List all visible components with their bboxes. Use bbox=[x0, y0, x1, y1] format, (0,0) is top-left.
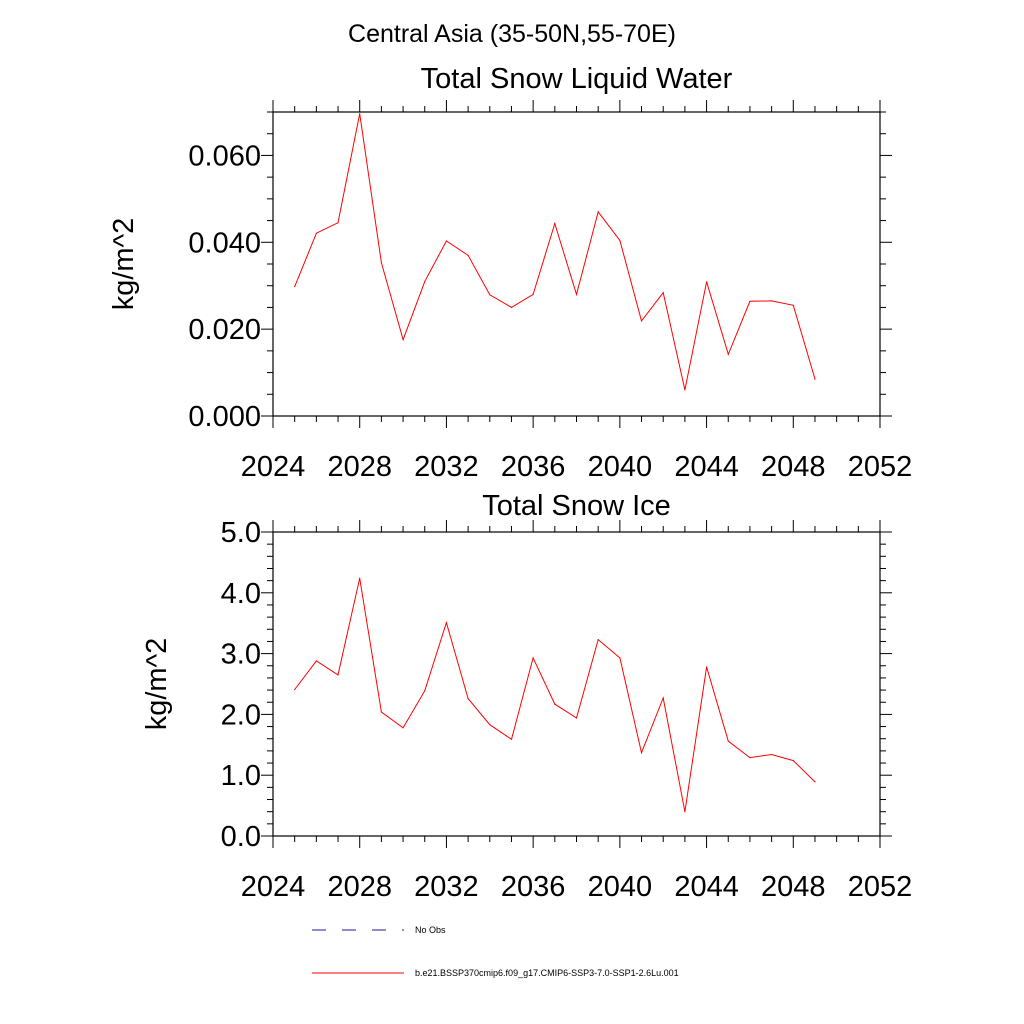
x-tick-label: 2048 bbox=[761, 451, 826, 483]
data-point bbox=[337, 222, 339, 224]
data-point bbox=[771, 300, 773, 302]
data-point bbox=[575, 293, 578, 295]
figure-title: Central Asia (35-50N,55-70E) bbox=[348, 20, 676, 48]
data-point bbox=[619, 239, 621, 242]
data-point bbox=[597, 211, 599, 213]
x-tick-label: 2040 bbox=[588, 871, 653, 903]
data-point bbox=[380, 711, 382, 713]
data-point bbox=[424, 690, 426, 692]
x-tick-label: 2040 bbox=[588, 451, 653, 483]
data-point bbox=[445, 622, 447, 624]
data-point bbox=[619, 657, 621, 659]
data-point bbox=[792, 760, 794, 762]
data-point bbox=[749, 757, 751, 759]
data-point bbox=[424, 280, 426, 282]
data-point bbox=[532, 657, 534, 659]
data-point bbox=[294, 688, 296, 691]
y-tick-label: 0.000 bbox=[188, 401, 261, 433]
data-point bbox=[640, 752, 643, 754]
data-point bbox=[510, 738, 513, 740]
data-point bbox=[315, 232, 317, 234]
plot-frame bbox=[272, 111, 881, 417]
y-tick-label: 0.020 bbox=[188, 314, 261, 346]
x-tick-label: 2052 bbox=[848, 871, 913, 903]
y-axis-label: kg/m^2 bbox=[108, 218, 140, 311]
data-point bbox=[402, 339, 404, 341]
data-point bbox=[554, 223, 556, 225]
x-tick-label: 2028 bbox=[327, 871, 392, 903]
x-tick-label: 2048 bbox=[761, 871, 826, 903]
data-point bbox=[467, 254, 469, 256]
data-point bbox=[510, 306, 513, 308]
data-point bbox=[706, 666, 708, 668]
x-tick-label: 2044 bbox=[674, 871, 739, 903]
data-point bbox=[575, 717, 578, 719]
data-point bbox=[684, 389, 686, 391]
legend: No Obs b.e21.BSSP370cmip6.f09_g17.CMIP6-… bbox=[312, 925, 679, 978]
x-tick-label: 2036 bbox=[501, 451, 566, 483]
y-tick-label: 2.0 bbox=[221, 699, 261, 731]
y-tick-label: 0.0 bbox=[221, 821, 261, 853]
x-tick-label: 2032 bbox=[414, 871, 479, 903]
data-point bbox=[359, 577, 361, 579]
y-tick-label: 0.060 bbox=[188, 140, 261, 172]
y-tick-label: 5.0 bbox=[221, 517, 261, 549]
legend-model-label: b.e21.BSSP370cmip6.f09_g17.CMIP6-SSP3-7.… bbox=[415, 968, 679, 978]
data-point bbox=[749, 300, 751, 302]
y-tick-label: 3.0 bbox=[221, 639, 261, 671]
panel-snow-liquid-water: Total Snow Liquid Water 0.000 0.020 0.040 0.… bbox=[108, 63, 912, 483]
y-tick-label: 4.0 bbox=[221, 578, 261, 610]
x-tick-label: 2024 bbox=[241, 871, 306, 903]
panel-title: Total Snow Liquid Water bbox=[421, 63, 733, 95]
legend-obs-label: No Obs bbox=[415, 925, 446, 935]
data-point bbox=[640, 320, 643, 322]
x-tick-label: 2044 bbox=[674, 451, 739, 483]
plot-frame bbox=[272, 531, 881, 837]
data-point bbox=[489, 724, 491, 726]
data-point bbox=[597, 639, 599, 641]
data-point bbox=[662, 697, 664, 699]
data-point bbox=[792, 304, 794, 306]
data-point bbox=[294, 286, 296, 288]
data-point bbox=[467, 698, 469, 700]
x-tick-label: 2032 bbox=[414, 451, 479, 483]
series-line bbox=[294, 113, 816, 391]
data-point bbox=[814, 378, 816, 380]
x-tick-label: 2052 bbox=[848, 451, 913, 483]
data-point bbox=[684, 811, 686, 813]
data-point bbox=[359, 113, 361, 115]
data-point bbox=[814, 781, 816, 783]
data-point bbox=[489, 294, 491, 296]
data-point bbox=[727, 353, 729, 355]
data-point bbox=[662, 292, 664, 294]
data-point bbox=[532, 293, 534, 295]
x-tick-label: 2028 bbox=[327, 451, 392, 483]
panel-snow-ice: Total Snow Ice 0.0 1.0 2.0 3.0 4.0 5.0 2024 2028… bbox=[141, 490, 912, 903]
data-point bbox=[402, 727, 404, 729]
y-tick-label: 1.0 bbox=[221, 760, 261, 792]
x-tick-label: 2036 bbox=[501, 871, 566, 903]
data-point bbox=[380, 262, 382, 264]
y-tick-label: 0.040 bbox=[188, 227, 261, 259]
x-tick-label: 2024 bbox=[241, 451, 306, 483]
data-point bbox=[337, 674, 339, 676]
data-point bbox=[771, 753, 773, 756]
y-axis-label: kg/m^2 bbox=[141, 638, 173, 731]
data-point bbox=[727, 740, 729, 742]
panel-title: Total Snow Ice bbox=[482, 490, 671, 522]
data-point bbox=[554, 703, 556, 705]
data-point bbox=[445, 240, 447, 242]
series-line bbox=[294, 578, 816, 812]
data-point bbox=[315, 660, 317, 662]
data-point bbox=[706, 281, 708, 283]
